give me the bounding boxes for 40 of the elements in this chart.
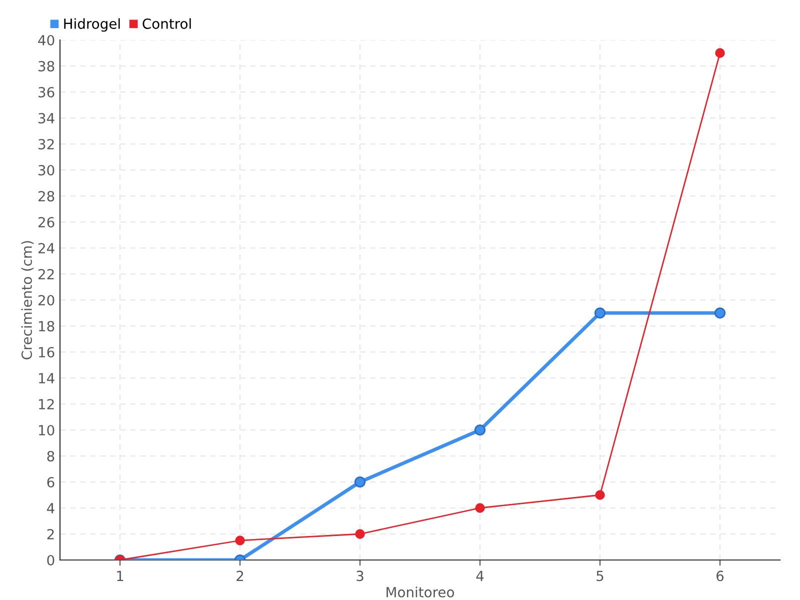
y-tick-label: 10 — [38, 424, 54, 436]
y-tick-label: 8 — [47, 450, 54, 462]
y-tick-label: 12 — [38, 398, 54, 410]
x-tick-label: 5 — [596, 570, 604, 582]
point — [354, 476, 366, 488]
y-tick-label: 18 — [38, 320, 54, 332]
y-tick-label: 14 — [38, 373, 54, 384]
y-tick-label: 6 — [47, 476, 54, 488]
y-tick-label: 36 — [38, 86, 54, 98]
legend-label: Hidrogel — [64, 18, 120, 32]
x-tick-label: 2 — [236, 570, 244, 581]
x-axis-title: Monitoreo — [386, 586, 454, 598]
y-tick-label: 0 — [47, 554, 54, 566]
y-tick-label: 34 — [38, 112, 54, 124]
point — [474, 424, 486, 436]
y-tick-label: 16 — [38, 346, 54, 358]
x-tick-label: 3 — [356, 570, 364, 582]
point — [475, 503, 485, 513]
y-tick-label: 40 — [38, 34, 54, 46]
y-tick-label: 32 — [38, 138, 54, 150]
x-tick-label: 4 — [476, 570, 484, 581]
point — [714, 307, 726, 319]
y-tick-label: 4 — [46, 503, 54, 514]
x-tick-label: 6 — [716, 570, 724, 582]
y-tick-label: 22 — [38, 268, 54, 280]
y-tick-label: 26 — [38, 216, 54, 228]
point — [715, 48, 725, 58]
point — [355, 529, 365, 539]
y-tick-label: 20 — [38, 294, 54, 306]
y-axis-title: Crecimiento (cm) — [21, 241, 34, 360]
point — [235, 536, 245, 546]
point — [595, 490, 605, 500]
y-tick-label: 24 — [38, 242, 54, 254]
y-tick-label: 28 — [38, 190, 54, 202]
x-tick-label: 1 — [117, 570, 124, 581]
point — [594, 307, 606, 319]
y-tick-label: 38 — [38, 60, 54, 72]
y-tick-label: 2 — [47, 528, 54, 540]
y-tick-label: 30 — [38, 164, 54, 176]
legend-label: Control — [142, 18, 191, 29]
